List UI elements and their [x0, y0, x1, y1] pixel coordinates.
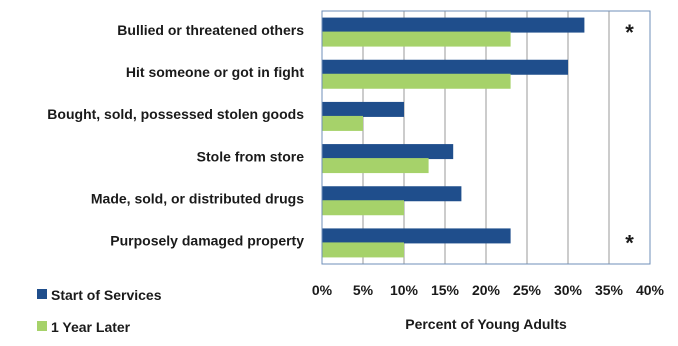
legend-swatch-later: [37, 321, 47, 331]
bar-later-3: [322, 158, 429, 174]
bar-start-5: [322, 228, 511, 244]
x-tick-label-30: 30%: [554, 282, 583, 298]
bar-start-3: [322, 144, 454, 160]
x-tick-label-15: 15%: [431, 282, 460, 298]
bar-start-0: [322, 17, 585, 33]
x-tick-label-5: 5%: [353, 282, 374, 298]
x-axis-title: Percent of Young Adults: [405, 316, 567, 332]
x-tick-label-20: 20%: [472, 282, 501, 298]
category-label-2: Bought, sold, possessed stolen goods: [47, 106, 304, 122]
bar-later-5: [322, 242, 404, 258]
gridlines: [362, 11, 610, 264]
x-tick-label-40: 40%: [636, 282, 665, 298]
plot-frame: [321, 10, 651, 265]
significance-marker-1: *: [625, 231, 634, 256]
category-label-4: Made, sold, or distributed drugs: [91, 190, 304, 206]
x-tick-label-25: 25%: [513, 282, 542, 298]
x-tick-label-10: 10%: [390, 282, 419, 298]
bar-later-1: [322, 73, 511, 89]
category-label-5: Purposely damaged property: [110, 233, 304, 249]
bar-start-2: [322, 101, 404, 117]
bar-start-1: [322, 59, 568, 75]
bars: [322, 17, 585, 258]
legend-label-later: 1 Year Later: [51, 319, 131, 335]
annotations: **: [625, 20, 634, 256]
category-label-1: Hit someone or got in fight: [126, 64, 304, 80]
category-labels: Bullied or threatened others Hit someone …: [47, 22, 304, 249]
category-label-0: Bullied or threatened others: [117, 22, 304, 38]
x-tick-label-35: 35%: [595, 282, 624, 298]
x-tick-label-0: 0%: [312, 282, 333, 298]
significance-marker-0: *: [625, 20, 634, 45]
legend: Start of Services 1 Year Later: [37, 287, 162, 335]
bar-later-4: [322, 200, 404, 216]
bar-later-2: [322, 115, 363, 131]
category-label-3: Stole from store: [197, 148, 305, 164]
legend-label-start: Start of Services: [51, 287, 162, 303]
x-tick-labels: 0% 5% 10% 15% 20% 25% 30% 35% 40%: [312, 282, 665, 298]
bar-later-0: [322, 31, 511, 47]
bar-start-4: [322, 186, 462, 202]
legend-swatch-start: [37, 289, 47, 299]
